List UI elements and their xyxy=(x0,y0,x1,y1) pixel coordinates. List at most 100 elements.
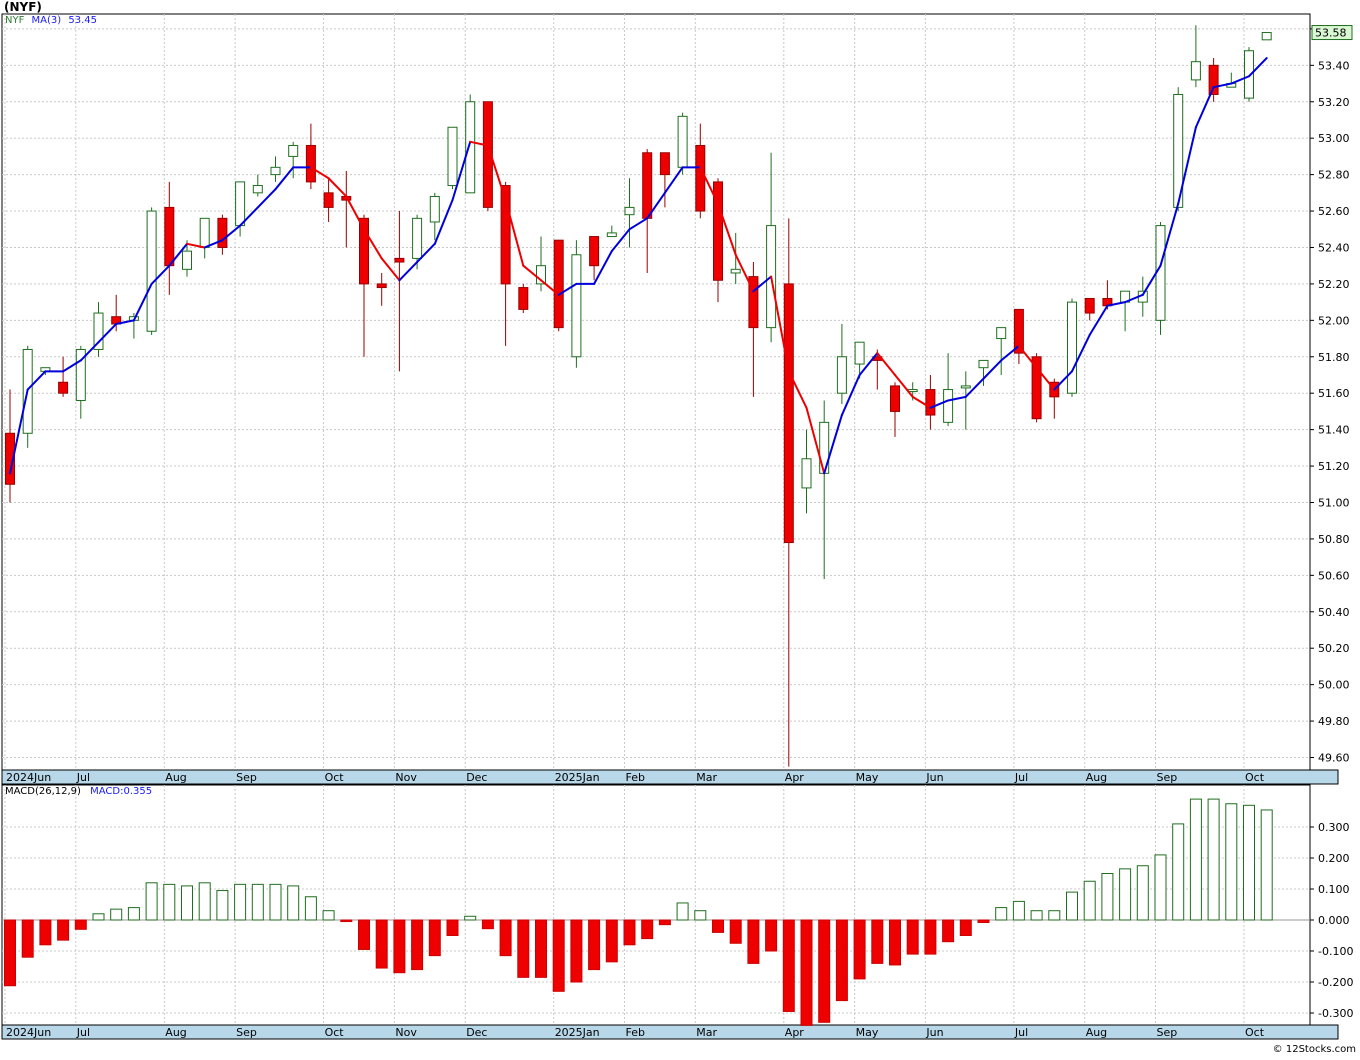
macd-bar xyxy=(959,919,972,936)
macd-bar xyxy=(375,919,388,969)
ma-segment xyxy=(9,388,29,475)
macd-bar xyxy=(641,919,654,940)
macd-panel xyxy=(1,784,1311,1026)
price-tick-label: 53.00 xyxy=(1318,132,1350,145)
price-month-label: Apr xyxy=(785,771,805,784)
candle-body xyxy=(182,250,192,270)
candle xyxy=(217,214,228,255)
candle xyxy=(93,302,104,357)
candle-body xyxy=(606,232,617,238)
candle-body xyxy=(960,385,971,389)
candle xyxy=(5,389,15,503)
macd-month-label: Sep xyxy=(236,1026,257,1039)
macd-bar xyxy=(1243,804,1255,921)
macd-x-axis-band xyxy=(1,1024,1339,1040)
price-tick-label: 52.20 xyxy=(1318,278,1350,291)
macd-bar xyxy=(1225,803,1238,921)
ma-segment xyxy=(186,242,206,249)
macd-bar xyxy=(1260,809,1273,921)
price-panel xyxy=(1,13,1311,771)
macd-bar xyxy=(251,883,264,921)
ma-segment xyxy=(876,352,896,376)
macd-month-label: Dec xyxy=(466,1026,487,1039)
ma-segment xyxy=(239,206,259,227)
candle-body xyxy=(1067,301,1077,394)
ma-segment xyxy=(504,199,525,267)
candle xyxy=(1155,221,1166,335)
candle-body xyxy=(536,265,546,285)
price-tick-label: 52.60 xyxy=(1318,205,1350,218)
candle-body xyxy=(854,341,865,365)
candle-body xyxy=(1084,297,1095,314)
candle-body xyxy=(1190,61,1201,81)
ma-segment xyxy=(132,282,153,322)
ma-segment xyxy=(26,370,47,391)
macd-bar xyxy=(605,919,618,963)
macd-bar xyxy=(110,908,123,921)
macd-month-label: Oct xyxy=(325,1026,345,1039)
macd-bar xyxy=(623,919,636,946)
macd-bar xyxy=(287,885,300,921)
ma-segment xyxy=(628,217,649,231)
candle-body xyxy=(288,144,299,157)
ma-segment xyxy=(540,279,560,296)
price-month-label: Nov xyxy=(395,771,417,784)
ma-segment xyxy=(1124,293,1144,304)
macd-bar xyxy=(871,919,884,964)
macd-bar xyxy=(21,919,34,958)
candle xyxy=(1190,25,1201,88)
price-month-label: Aug xyxy=(165,771,186,784)
price-tick-label: 50.60 xyxy=(1318,569,1350,582)
candle-body xyxy=(730,268,741,274)
ma-segment xyxy=(823,414,843,475)
candle xyxy=(482,101,493,212)
candle-body xyxy=(270,166,281,176)
macd-bar xyxy=(92,913,105,921)
candle-body xyxy=(996,327,1007,340)
price-month-label: Sep xyxy=(236,771,257,784)
candle xyxy=(182,240,192,277)
candle-body xyxy=(1155,225,1166,321)
macd-bar xyxy=(57,919,70,941)
ma-segment xyxy=(256,188,277,209)
macd-bar xyxy=(411,919,424,971)
price-tick-label: 51.20 xyxy=(1318,460,1350,473)
macd-bar xyxy=(234,883,247,921)
ma-segment xyxy=(557,282,578,296)
legend-ma-value: 53.45 xyxy=(68,15,97,26)
candle-body xyxy=(465,101,476,194)
candle xyxy=(730,232,741,284)
macd-bar xyxy=(393,919,406,974)
macd-bar xyxy=(712,919,724,933)
ma-segment xyxy=(1194,86,1215,129)
candle xyxy=(571,240,582,368)
candle xyxy=(606,225,617,238)
ma-segment xyxy=(150,264,171,285)
macd-bar xyxy=(340,919,353,923)
ma-segment xyxy=(79,341,100,362)
macd-bar xyxy=(889,919,901,966)
macd-bar xyxy=(1101,873,1114,921)
candle xyxy=(58,356,69,397)
candle-body xyxy=(1013,308,1024,354)
macd-bar xyxy=(269,883,282,921)
ma-segment xyxy=(469,140,489,147)
candle xyxy=(624,178,635,248)
legend-symbol: NYF xyxy=(5,15,25,26)
ma-segment xyxy=(451,140,472,202)
candle-body xyxy=(252,185,263,194)
candle xyxy=(288,141,299,179)
candle-body xyxy=(518,287,529,310)
macd-tick-label: 0.300 xyxy=(1318,821,1350,834)
macd-month-label: Jul xyxy=(76,1026,90,1039)
ma-segment xyxy=(840,373,861,417)
macd-bar xyxy=(198,882,211,921)
macd-bar xyxy=(906,919,919,955)
ma-segment xyxy=(646,191,666,220)
macd-bar xyxy=(570,919,583,983)
candle-body xyxy=(412,217,423,259)
macd-month-label: Aug xyxy=(165,1026,186,1039)
price-month-label: Aug xyxy=(1086,771,1107,784)
price-month-label: Feb xyxy=(626,771,645,784)
macd-bar xyxy=(216,890,229,921)
